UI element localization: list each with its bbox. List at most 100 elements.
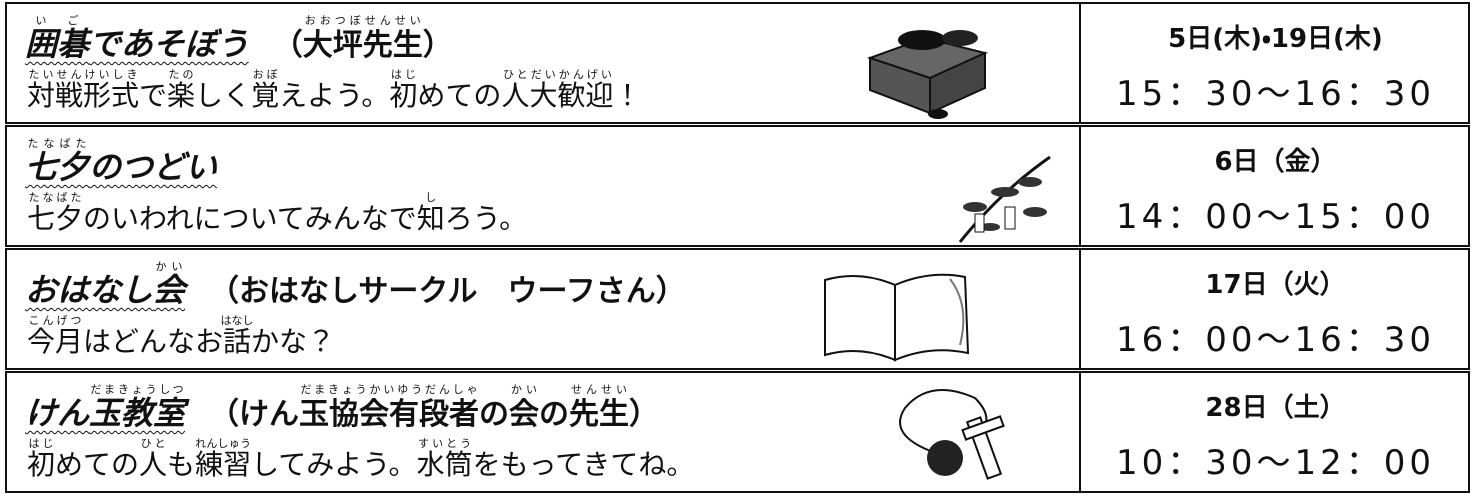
text-segment: も [167, 448, 196, 481]
furigana: せんせい [569, 383, 630, 396]
text-segment: しく [195, 79, 252, 112]
ruby-base: 七夕 [27, 202, 84, 235]
event-title: 七夕たなばたのつどい [25, 137, 217, 186]
event-title-line: おはなし会かい （おはなしサークル ウーフさん） [25, 260, 686, 311]
ruby-base: 囲碁 [25, 25, 90, 63]
furigana: おぼ [251, 68, 280, 81]
ruby-base: 玉協会有段者 [299, 397, 480, 432]
event-info: けん玉教室だまきょうしつ （けん玉協会有段者だまきょうかいゆうだんしゃの会かいの先… [7, 373, 1081, 491]
furigana: たいせんけいしき [27, 68, 140, 81]
text-segment: けん [25, 394, 90, 432]
text-segment: のいわれについてみんなで [83, 202, 417, 235]
event-info: おはなし会かい （おはなしサークル ウーフさん） 今月こんげつはどんなお話はなしかな… [7, 250, 1081, 368]
book-icon [824, 273, 970, 362]
event-date: 6日（金） [1214, 147, 1337, 177]
text-segment: めての [417, 79, 502, 112]
text-segment: ろう。 [444, 202, 528, 235]
ruby-base: 楽 [167, 79, 196, 112]
text-segment: ！ [613, 79, 642, 112]
event-row: 七夕たなばたのつどい 七夕たなばたのいわれについてみんなで知しろう。 6日（金） 14… [5, 125, 1470, 247]
event-date: 5日(木)・19日(木) [1168, 24, 1383, 54]
go-board-icon [866, 30, 989, 119]
text-segment: めての [55, 448, 140, 481]
furigana: だまきょうかいゆうだんしゃ [299, 383, 480, 396]
text-segment: をもってきてね。 [472, 448, 695, 481]
event-note: （大坪先生おおつぼせんせい） [272, 14, 453, 63]
furigana: たなばた [27, 191, 84, 204]
furigana: はじ [27, 437, 56, 450]
ruby-group: 会かい [509, 383, 540, 432]
text-segment: おはなし [25, 271, 154, 309]
furigana: こんげつ [27, 314, 84, 327]
event-title-line: 囲碁いごであそぼう （大坪先生おおつぼせんせい） [25, 14, 453, 65]
ruby-group: 水筒すいとう [416, 437, 473, 481]
event-description: 対戦形式たいせんけいしきで楽たのしく覚おぼえよう。初はじめての人大歓迎ひとだいか… [27, 68, 641, 114]
ruby-group: 知し [416, 191, 445, 235]
ruby-base: 会 [509, 397, 540, 432]
text-segment: かな？ [251, 325, 336, 358]
ruby-base: 会 [153, 271, 186, 309]
event-time: 15：30～16：30 [1115, 74, 1436, 114]
text-segment: （ [272, 28, 303, 63]
ruby-base: 今月 [27, 325, 84, 358]
event-time: 14：00～15：00 [1115, 197, 1436, 237]
text-segment: の [479, 397, 510, 432]
event-row: おはなし会かい （おはなしサークル ウーフさん） 今月こんげつはどんなお話はなしかな… [5, 248, 1470, 370]
furigana: たの [167, 68, 196, 81]
text-segment: はどんなお [83, 325, 224, 358]
furigana: おおつぼせんせい [302, 14, 423, 27]
ruby-base: 大坪先生 [302, 28, 423, 63]
text-segment: ） [629, 397, 660, 432]
event-title: おはなし会かい [25, 260, 186, 309]
ruby-group: 七夕たなばた [27, 191, 84, 235]
ruby-group: 初はじ [389, 68, 418, 112]
event-description: 初はじめての人ひとも練習れんしゅうしてみよう。水筒すいとうをもってきてね。 [27, 437, 694, 483]
ruby-group: 練習れんしゅう [195, 437, 252, 481]
furigana: れんしゅう [195, 437, 252, 450]
ruby-base: 先生 [569, 397, 630, 432]
event-time: 16：00～16：30 [1115, 320, 1436, 360]
event-info: 七夕たなばたのつどい 七夕たなばたのいわれについてみんなで知しろう。 [7, 127, 1081, 245]
kendama-icon [899, 389, 1005, 480]
furigana: いご [25, 14, 90, 27]
event-time: 10：30～12：00 [1115, 443, 1436, 483]
ruby-group: 玉協会有段者だまきょうかいゆうだんしゃ [299, 383, 480, 432]
ruby-group: 大坪先生おおつぼせんせい [302, 14, 423, 63]
ruby-base: 玉教室 [89, 394, 186, 432]
event-title-line: 七夕たなばたのつどい [25, 137, 217, 188]
ruby-group: 今月こんげつ [27, 314, 84, 358]
event-title-line: けん玉教室だまきょうしつ （けん玉協会有段者だまきょうかいゆうだんしゃの会かいの先… [25, 383, 659, 434]
text-segment: であそぼう [89, 25, 249, 63]
ruby-group: 先生せんせい [569, 383, 630, 432]
ruby-base: 初 [27, 448, 56, 481]
ruby-base: 初 [389, 79, 418, 112]
ruby-base: 人大歓迎 [501, 79, 614, 112]
ruby-base: 対戦形式 [27, 79, 140, 112]
ruby-base: 水筒 [416, 448, 473, 481]
text-segment: してみよう。 [251, 448, 417, 481]
event-title: 囲碁いごであそぼう [25, 14, 249, 63]
furigana: かい [509, 383, 540, 396]
ruby-base: 覚 [251, 79, 280, 112]
event-row: 囲碁いごであそぼう （大坪先生おおつぼせんせい） 対戦形式たいせんけいしきで楽たのし… [5, 2, 1470, 124]
ruby-group: 人ひと [139, 437, 167, 481]
ruby-group: 囲碁いご [25, 14, 90, 63]
event-date: 28日（土） [1205, 393, 1346, 423]
text-segment: で [139, 79, 168, 112]
ruby-group: 玉教室だまきょうしつ [89, 383, 186, 432]
furigana: かい [153, 260, 186, 273]
event-note: （おはなしサークル ウーフさん） [209, 274, 686, 309]
event-note: （けん玉協会有段者だまきょうかいゆうだんしゃの会かいの先生せんせい） [209, 383, 660, 432]
furigana: はじ [389, 68, 418, 81]
ruby-group: 楽たの [167, 68, 196, 112]
furigana: たなばた [25, 137, 90, 150]
ruby-group: 人大歓迎ひとだいかんげい [501, 68, 614, 112]
ruby-base: 知 [416, 202, 445, 235]
furigana: すいとう [416, 437, 473, 450]
ruby-group: 七夕たなばた [25, 137, 89, 186]
event-description: 今月こんげつはどんなお話はなしかな？ [27, 314, 335, 360]
ruby-base: 話 [220, 325, 254, 358]
text-segment: の [539, 397, 570, 432]
ruby-base: 練習 [195, 448, 252, 481]
